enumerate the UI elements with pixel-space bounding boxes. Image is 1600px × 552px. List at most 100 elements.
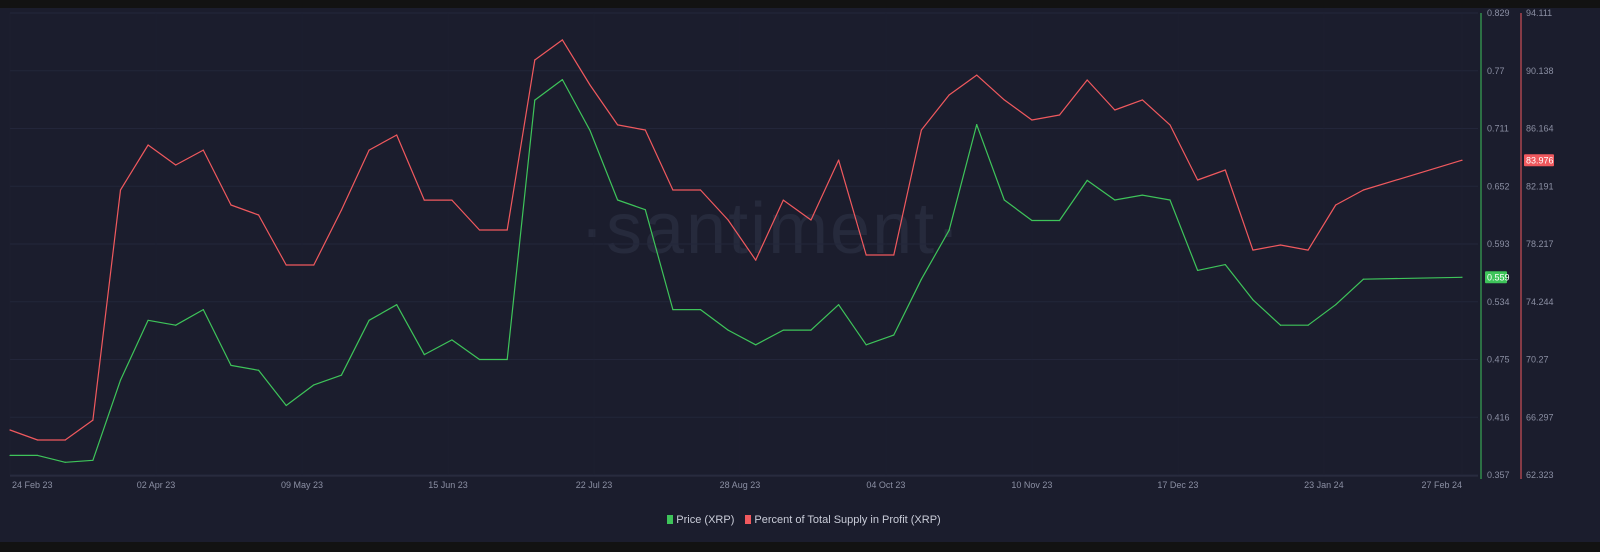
data-point-profit <box>1307 249 1309 251</box>
profit-axis-tick-label: 90.138 <box>1526 66 1554 76</box>
series-line-profit <box>9 39 1463 441</box>
data-point-price <box>202 308 204 311</box>
data-point-profit <box>810 219 812 221</box>
data-point-price <box>175 324 177 326</box>
data-point-profit <box>313 264 315 266</box>
data-point-profit <box>1197 179 1199 181</box>
profit-axis-tick-label: 70.27 <box>1526 355 1549 365</box>
data-point-profit <box>396 134 398 136</box>
data-point-price <box>506 358 508 361</box>
data-point-profit <box>782 199 784 201</box>
data-point-price <box>948 229 950 231</box>
data-point-profit <box>1086 79 1088 81</box>
data-point-profit <box>64 439 66 441</box>
x-tick-label: 28 Aug 23 <box>720 480 761 490</box>
data-point-price <box>1362 278 1364 280</box>
legend-swatch-profit <box>745 515 752 524</box>
price-axis-tick-label: 0.416 <box>1487 412 1510 422</box>
data-point-profit <box>976 74 978 76</box>
data-point-price <box>589 129 591 132</box>
data-point-profit <box>644 129 646 131</box>
data-point-profit <box>893 254 895 256</box>
data-point-profit <box>1252 249 1254 251</box>
data-point-price <box>727 329 729 331</box>
data-point-price <box>64 461 66 463</box>
data-point-price <box>1307 324 1309 326</box>
x-tick-label: 09 May 23 <box>281 480 323 490</box>
data-point-profit <box>837 159 840 161</box>
data-point-price <box>1279 324 1282 326</box>
data-point-profit <box>920 129 923 131</box>
data-point-price <box>893 334 895 336</box>
price-axis-tick-label: 0.652 <box>1487 181 1510 191</box>
profit-axis-tick-label: 86.164 <box>1526 124 1554 134</box>
legend-swatch-price <box>667 515 674 524</box>
data-point-price <box>340 374 343 376</box>
x-tick-label: 17 Dec 23 <box>1157 480 1198 490</box>
data-point-profit <box>1224 169 1226 171</box>
profit-axis-tick-label: 74.244 <box>1526 297 1554 307</box>
data-point-price <box>644 209 646 211</box>
data-point-profit <box>1169 124 1171 126</box>
data-point-profit <box>755 259 757 261</box>
profit-axis-tick-label: 82.191 <box>1526 181 1554 191</box>
profit-axis-tick-label: 66.297 <box>1526 412 1554 422</box>
data-point-price <box>810 329 812 331</box>
data-point-price <box>368 319 370 321</box>
price-axis-tick-label: 0.77 <box>1487 66 1505 76</box>
data-point-price <box>230 364 232 366</box>
data-point-profit <box>534 59 536 61</box>
data-point-price <box>396 304 398 306</box>
legend: Price (XRP) Percent of Total Supply in P… <box>0 514 1600 526</box>
x-tick-label: 23 Jan 24 <box>1304 480 1344 490</box>
data-point-profit <box>423 199 425 201</box>
data-point-price <box>1252 299 1254 301</box>
data-point-profit <box>175 164 177 166</box>
data-point-price <box>1086 179 1088 181</box>
data-point-price <box>9 454 11 457</box>
data-point-profit <box>1279 244 1282 246</box>
legend-label-profit[interactable]: Percent of Total Supply in Profit (XRP) <box>754 514 941 526</box>
profit-axis-tick-label: 62.323 <box>1526 470 1554 480</box>
data-point-price <box>865 344 867 346</box>
profit-axis-tick-label: 78.217 <box>1526 239 1554 249</box>
price-axis-tick-label: 0.829 <box>1487 8 1510 18</box>
data-point-price <box>782 329 784 331</box>
data-point-price <box>920 278 923 280</box>
x-tick-label: 04 Oct 23 <box>866 480 905 490</box>
data-point-price <box>1003 199 1005 201</box>
data-point-profit <box>1141 99 1144 101</box>
price-axis-tick-label: 0.475 <box>1487 355 1510 365</box>
data-point-profit <box>561 39 563 41</box>
data-point-profit <box>451 199 453 201</box>
data-point-price <box>119 379 122 381</box>
data-point-profit <box>617 124 619 126</box>
price-current-value-label: 0.559 <box>1487 272 1510 282</box>
line-chart: 24 Feb 23 02 Apr 23 09 May 23 15 Jun 23 22 J… <box>9 8 1554 490</box>
x-tick-label: 24 Feb 23 <box>12 480 53 490</box>
data-point-price <box>257 369 260 371</box>
price-axis-tick-label: 0.593 <box>1487 239 1510 249</box>
data-point-profit <box>1362 189 1364 191</box>
data-point-price <box>451 339 453 341</box>
price-axis-tick-label: 0.711 <box>1487 124 1509 134</box>
data-point-profit <box>257 214 260 216</box>
data-point-profit <box>92 419 94 421</box>
data-point-price <box>1224 263 1226 266</box>
data-point-profit <box>1003 99 1005 101</box>
data-point-profit <box>340 209 343 211</box>
data-point-profit <box>368 149 370 151</box>
profit-current-value-label: 83.976 <box>1526 155 1554 165</box>
data-point-profit <box>1461 159 1463 161</box>
x-tick-label: 15 Jun 23 <box>428 480 468 490</box>
data-point-price <box>561 78 563 81</box>
data-point-profit <box>948 94 950 96</box>
data-point-price <box>147 319 149 321</box>
data-point-price <box>1141 194 1144 196</box>
x-tick-label: 22 Jul 23 <box>576 480 613 490</box>
legend-label-price[interactable]: Price (XRP) <box>676 514 735 526</box>
profit-axis-tick-label: 94.111 <box>1526 8 1552 18</box>
data-point-price <box>1114 199 1116 201</box>
data-point-profit <box>672 189 674 191</box>
data-point-price <box>976 123 978 126</box>
